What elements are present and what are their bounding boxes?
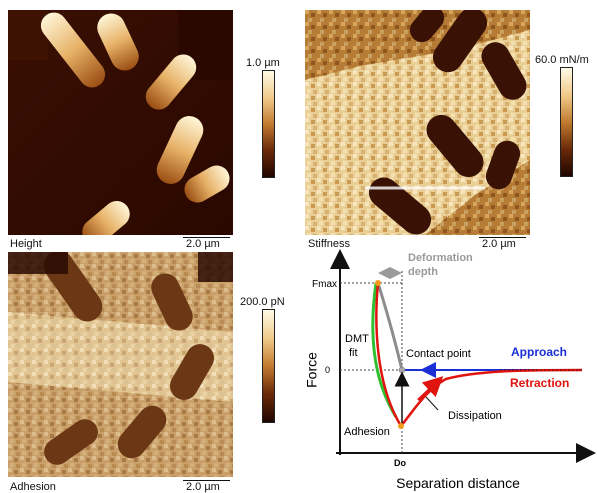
adhesion-label: Adhesion — [344, 426, 390, 438]
adhesion-map — [8, 252, 233, 477]
adhesion-scale-label: 2.0 µm — [186, 481, 220, 493]
contact-point-label: Contact point — [406, 348, 471, 360]
height-scale-label: 2.0 µm — [186, 238, 220, 250]
contact-marker — [398, 366, 406, 374]
adhesion-caption: Adhesion — [10, 481, 56, 493]
deformation-label-2: depth — [408, 266, 438, 278]
height-caption: Height — [10, 238, 42, 250]
stiffness-map — [305, 10, 530, 235]
adhesion-colorbar — [262, 309, 275, 423]
height-colorbar-max: 1.0 µm — [246, 57, 280, 69]
adhesion-scale-bar — [183, 480, 230, 481]
adhesion-marker — [398, 423, 404, 429]
loading-curve — [376, 282, 404, 371]
zero-tick: 0 — [325, 365, 330, 375]
d0-tick: Do — [394, 458, 406, 468]
stiffness-scale-label: 2.0 µm — [482, 238, 516, 250]
fmax-marker — [375, 280, 381, 286]
retraction-label: Retraction — [510, 376, 569, 390]
dissipation-pointer — [425, 396, 439, 411]
height-colorbar — [262, 70, 275, 178]
stiffness-caption: Stiffness — [308, 238, 350, 250]
y-axis-label: Force — [303, 352, 319, 388]
fmax-tick: Fmax — [312, 279, 337, 290]
deformation-label-1: Deformation — [408, 252, 473, 264]
dmt-label-1: DMT — [345, 333, 369, 345]
stiffness-scale-bar — [479, 237, 526, 238]
adhesion-colorbar-max: 200.0 pN — [240, 296, 285, 308]
retraction-arrow — [417, 376, 444, 401]
retraction-curve — [375, 282, 583, 429]
dmt-fit-curve — [371, 282, 398, 418]
force-curve-diagram: Force Separation distance Fmax 0 Do Defo… — [303, 249, 596, 491]
x-axis-label: Separation distance — [396, 475, 520, 491]
height-map — [8, 10, 233, 235]
stiffness-colorbar — [560, 67, 573, 177]
dissipation-label: Dissipation — [448, 410, 502, 422]
approach-label: Approach — [511, 345, 567, 359]
stiffness-colorbar-max: 60.0 mN/m — [535, 54, 589, 66]
dmt-label-2: fit — [349, 347, 358, 359]
height-scale-bar — [183, 237, 230, 238]
